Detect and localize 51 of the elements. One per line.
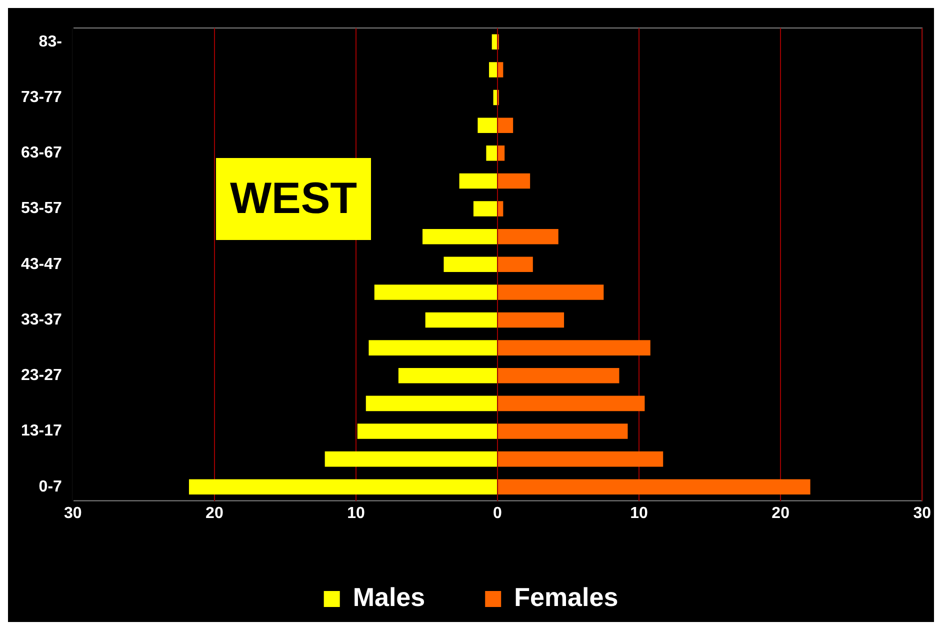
bar (498, 396, 645, 412)
y-tick-label: 53-57 (21, 200, 62, 218)
x-tick-label: 30 (913, 504, 932, 522)
y-tick-label: 83- (38, 33, 62, 50)
bar (498, 118, 514, 133)
bar (425, 312, 498, 328)
legend-label: Males (352, 582, 426, 612)
annotation: WEST (216, 158, 371, 240)
bar (489, 62, 498, 78)
bar (498, 201, 504, 216)
bar (498, 284, 604, 300)
bar (444, 256, 498, 272)
bar (398, 368, 498, 384)
bar (493, 90, 498, 106)
bar (498, 146, 505, 161)
bar (498, 451, 664, 467)
bar (188, 479, 498, 495)
x-tick-label: 20 (772, 504, 790, 522)
bar (366, 396, 498, 412)
bar (368, 340, 498, 356)
x-tick-label: 10 (630, 504, 648, 522)
bar (324, 451, 498, 467)
bar (374, 284, 498, 300)
y-tick-label: 0-7 (38, 478, 62, 496)
bar (498, 62, 504, 78)
bar (498, 312, 564, 328)
y-tick-label: 43-47 (21, 256, 62, 273)
bar (492, 34, 498, 50)
bar (498, 479, 810, 495)
bar (473, 201, 498, 216)
x-tick-label: 0 (493, 504, 502, 522)
bar (498, 424, 628, 439)
bar (498, 228, 558, 244)
y-tick-label: 23-27 (21, 367, 62, 384)
bar (422, 228, 498, 244)
bar (498, 340, 650, 356)
y-tick-label: 33-37 (21, 311, 62, 328)
x-tick-label: 10 (347, 504, 365, 522)
bar (486, 146, 498, 161)
bar (498, 368, 620, 384)
bar (459, 173, 498, 189)
x-tick-label: 20 (206, 504, 224, 522)
bar (498, 173, 530, 189)
bar (357, 424, 498, 439)
y-tick-label: 63-67 (21, 144, 62, 162)
legend-label: Females (514, 582, 618, 612)
bar (498, 256, 533, 272)
x-tick-label: 30 (64, 504, 82, 522)
bar (478, 118, 498, 133)
y-tick-label: 73-77 (21, 88, 62, 106)
y-tick-label: 13-17 (21, 422, 62, 440)
